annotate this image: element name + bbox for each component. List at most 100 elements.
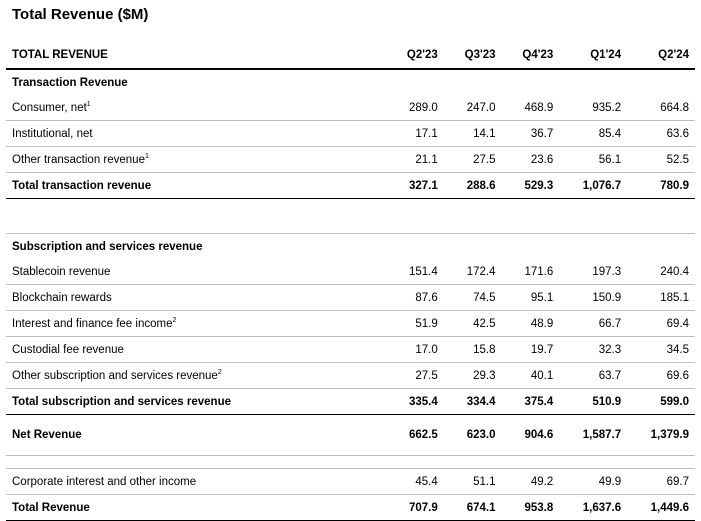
value-cell: 49.2: [501, 468, 560, 495]
table-row: Other transaction revenue1 21.1 27.5 23.6 56…: [6, 146, 695, 173]
value-cell: 1,076.7: [559, 172, 628, 199]
row-label: Other subscription and services revenue2: [6, 362, 386, 389]
table-row: Blockchain rewards 87.6 74.5 95.1 150.9 185.1: [6, 284, 695, 311]
value-cell: 17.1: [386, 120, 444, 147]
table-row: Institutional, net 17.1 14.1 36.7 85.4 63.6: [6, 120, 695, 147]
row-label: Institutional, net: [6, 120, 386, 147]
row-label-text: Corporate interest and other income: [12, 475, 197, 488]
row-label-text: Stablecoin revenue: [12, 265, 111, 278]
value-cell: 87.6: [386, 284, 444, 311]
footnote-marker: 1: [144, 152, 149, 160]
value-cell: 185.1: [627, 284, 695, 311]
value-cell: 664.8: [627, 95, 695, 121]
value-cell: 334.4: [443, 388, 502, 415]
value-cell: 34.5: [627, 336, 695, 363]
revenue-table: TOTAL REVENUE Q2'23 Q3'23 Q4'23 Q1'24 Q2…: [6, 42, 695, 521]
value-cell: 42.5: [443, 310, 502, 337]
spacer-row: [6, 198, 695, 234]
value-cell: 904.6: [501, 414, 560, 456]
row-label: Blockchain rewards: [6, 284, 386, 311]
table-row: Custodial fee revenue 17.0 15.8 19.7 32.3 34.…: [6, 336, 695, 363]
row-label-text: Interest and finance fee income: [12, 317, 173, 330]
row-label-text: Custodial fee revenue: [12, 343, 124, 356]
value-cell: 288.6: [443, 172, 502, 199]
row-label: Total subscription and services revenue: [6, 388, 386, 415]
value-cell: 21.1: [386, 146, 444, 173]
row-label: Stablecoin revenue: [6, 259, 386, 285]
value-cell: 599.0: [627, 388, 695, 415]
spacer-row: [6, 455, 695, 469]
section-header-row: Subscription and services revenue: [6, 234, 695, 260]
row-label-text: Total transaction revenue: [12, 179, 152, 192]
row-label-text: Institutional, net: [12, 127, 93, 140]
value-cell: 40.1: [501, 362, 560, 389]
value-cell: 69.7: [627, 468, 695, 495]
net-revenue-row: Net Revenue 662.5 623.0 904.6 1,587.7 1,379.9: [6, 414, 695, 456]
section-label: Transaction Revenue: [12, 76, 128, 89]
value-cell: 66.7: [559, 310, 628, 337]
row-label-text: Total subscription and services revenue: [12, 395, 231, 408]
row-label-text: Consumer, net: [12, 101, 87, 114]
value-cell: 150.9: [559, 284, 628, 311]
header-period: Q2'23: [386, 42, 444, 70]
value-cell: 63.6: [627, 120, 695, 147]
value-cell: 74.5: [443, 284, 502, 311]
value-cell: 1,587.7: [559, 414, 628, 456]
value-cell: 510.9: [559, 388, 628, 415]
value-cell: 56.1: [559, 146, 628, 173]
value-cell: 151.4: [386, 259, 444, 285]
row-label: Consumer, net1: [6, 95, 386, 121]
value-cell: 19.7: [501, 336, 560, 363]
row-label: Interest and finance fee income2: [6, 310, 386, 337]
table-row: Consumer, net1 289.0 247.0 468.9 935.2 664.8: [6, 95, 695, 121]
total-row: Total transaction revenue 327.1 288.6 529.3…: [6, 172, 695, 199]
value-cell: 172.4: [443, 259, 502, 285]
spacer-cell: [6, 455, 695, 469]
value-cell: 69.4: [627, 310, 695, 337]
table-row: Interest and finance fee income2 51.9 42.5…: [6, 310, 695, 337]
value-cell: 247.0: [443, 95, 502, 121]
value-cell: 23.6: [501, 146, 560, 173]
table-header-row: TOTAL REVENUE Q2'23 Q3'23 Q4'23 Q1'24 Q2…: [6, 42, 695, 70]
table-row: Stablecoin revenue 151.4 172.4 171.6 197.3 24…: [6, 259, 695, 285]
value-cell: 51.9: [386, 310, 444, 337]
value-cell: 36.7: [501, 120, 560, 147]
total-row: Total subscription and services revenue 3…: [6, 388, 695, 415]
value-cell: 69.6: [627, 362, 695, 389]
value-cell: 85.4: [559, 120, 628, 147]
value-cell: 662.5: [386, 414, 444, 456]
value-cell: 17.0: [386, 336, 444, 363]
value-cell: 49.9: [559, 468, 628, 495]
value-cell: 468.9: [501, 95, 560, 121]
value-cell: 15.8: [443, 336, 502, 363]
row-label: Corporate interest and other income: [6, 468, 386, 495]
row-label: Total transaction revenue: [6, 172, 386, 199]
row-label: Net Revenue: [6, 414, 386, 456]
table-row: Corporate interest and other income 45.4 5…: [6, 468, 695, 495]
row-label-text: Total Revenue: [12, 501, 90, 514]
footnote-marker: 2: [172, 316, 177, 324]
header-label: TOTAL REVENUE: [6, 42, 386, 70]
value-cell: 935.2: [559, 95, 628, 121]
value-cell: 27.5: [443, 146, 502, 173]
value-cell: 197.3: [559, 259, 628, 285]
row-label-text: Net Revenue: [12, 429, 82, 441]
value-cell: 27.5: [386, 362, 444, 389]
table-row: Other subscription and services revenue2…: [6, 362, 695, 389]
value-cell: 375.4: [501, 388, 560, 415]
section-header-row: Transaction Revenue: [6, 69, 695, 95]
value-cell: 52.5: [627, 146, 695, 173]
row-label-text: Other subscription and services revenue: [12, 369, 218, 382]
row-label: Custodial fee revenue: [6, 336, 386, 363]
header-period: Q1'24: [559, 42, 628, 70]
header-period: Q4'23: [501, 42, 560, 70]
row-label: Other transaction revenue1: [6, 146, 386, 173]
row-label-text: Other transaction revenue: [12, 153, 145, 166]
value-cell: 623.0: [443, 414, 502, 456]
row-label-text: Blockchain rewards: [12, 291, 112, 304]
value-cell: 51.1: [443, 468, 502, 495]
value-cell: 171.6: [501, 259, 560, 285]
page-title: Total Revenue ($M): [12, 6, 149, 23]
value-cell: 289.0: [386, 95, 444, 121]
section-label: Subscription and services revenue: [12, 240, 203, 253]
